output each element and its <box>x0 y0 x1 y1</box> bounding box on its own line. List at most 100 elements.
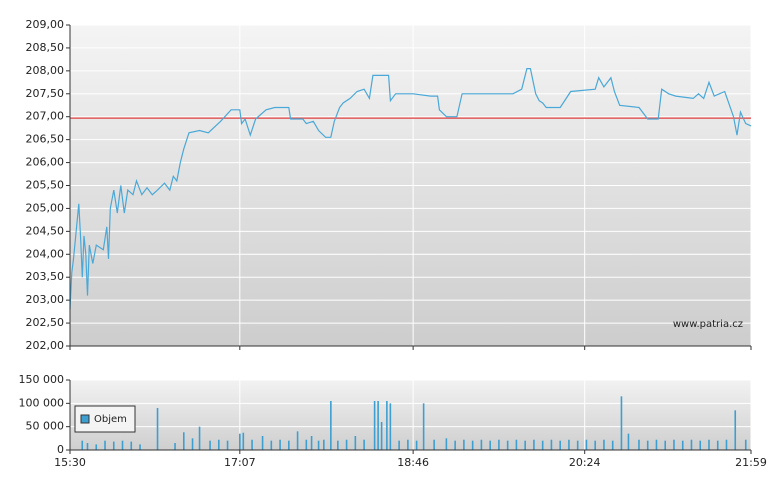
y-tick-label: 208,50 <box>26 41 65 54</box>
y-tick-label: 0 <box>57 443 64 456</box>
volume-bar <box>305 439 308 450</box>
volume-bar <box>104 440 106 450</box>
volume-bar <box>445 438 448 450</box>
volume-bar <box>81 440 84 450</box>
volume-bar <box>463 439 465 450</box>
volume-bar <box>611 440 614 450</box>
volume-bar <box>480 439 483 450</box>
volume-bar <box>95 444 98 450</box>
volume-bar <box>182 432 185 450</box>
y-tick-label: 205,50 <box>26 179 65 192</box>
watermark: www.patria.cz <box>673 319 743 330</box>
volume-bar <box>345 439 348 450</box>
volume-bar <box>363 439 365 450</box>
y-tick-label: 206,50 <box>26 133 65 146</box>
y-tick-label: 150 000 <box>19 373 65 386</box>
y-tick-label: 50 000 <box>26 420 65 433</box>
volume-bar <box>699 440 702 450</box>
y-tick-label: 204,00 <box>26 247 65 260</box>
volume-bar <box>524 440 526 450</box>
volume-bar <box>433 439 435 450</box>
volume-bar <box>716 440 719 450</box>
volume-bar <box>174 443 176 450</box>
volume-bar <box>389 403 392 450</box>
volume-bar <box>239 433 241 450</box>
volume-bar <box>734 410 737 450</box>
volume-bar <box>559 440 561 450</box>
x-tick-label: 20:24 <box>569 456 601 469</box>
volume-bar <box>337 440 339 450</box>
volume-bar <box>139 444 141 450</box>
volume-plot-area <box>70 380 751 450</box>
volume-bar <box>673 439 675 450</box>
volume-bar <box>603 439 605 450</box>
y-tick-label: 209,00 <box>26 18 65 31</box>
volume-bar <box>191 438 194 450</box>
volume-bar <box>112 441 115 450</box>
volume-bar <box>646 440 649 450</box>
volume-bar <box>226 440 229 450</box>
legend-swatch <box>80 414 90 424</box>
y-tick-label: 203,50 <box>26 270 65 283</box>
y-tick-label: 207,00 <box>26 110 65 123</box>
volume-bar <box>354 436 357 450</box>
volume-bar <box>386 401 388 450</box>
volume-bar <box>489 440 491 450</box>
x-tick-label: 21:59 <box>735 456 767 469</box>
volume-bar <box>310 436 313 450</box>
volume-bar <box>317 440 320 450</box>
volume-bar <box>568 439 570 450</box>
volume-bar <box>398 440 400 450</box>
volume-bar <box>515 439 518 450</box>
y-tick-label: 202,00 <box>26 339 65 352</box>
volume-bar <box>323 439 325 450</box>
y-tick-label: 203,00 <box>26 293 65 306</box>
volume-bar <box>198 426 201 450</box>
volume-bar <box>121 440 124 450</box>
y-tick-label: 205,00 <box>26 201 65 214</box>
volume-bar <box>664 440 667 450</box>
volume-bar <box>156 408 159 450</box>
volume-bar <box>533 439 535 450</box>
volume-bar <box>415 440 418 450</box>
x-tick-label: 15:30 <box>54 456 86 469</box>
legend-label: Objem <box>94 414 127 425</box>
volume-bar <box>330 401 332 450</box>
volume-bar <box>380 422 383 450</box>
volume-bar <box>681 440 684 450</box>
price-line <box>69 68 752 310</box>
volume-bar <box>270 440 273 450</box>
volume-bar <box>655 439 658 450</box>
volume-bar <box>454 440 456 450</box>
volume-bar <box>407 439 409 450</box>
volume-bar <box>627 433 630 450</box>
y-tick-label: 206,00 <box>26 156 65 169</box>
volume-bar <box>288 440 290 450</box>
x-tick-label: 17:07 <box>224 456 256 469</box>
volume-bar <box>576 440 579 450</box>
volume-bar <box>422 403 425 450</box>
volume-bar <box>471 440 474 450</box>
volume-bar <box>261 436 264 450</box>
y-tick-label: 208,00 <box>26 64 65 77</box>
volume-bar <box>506 440 509 450</box>
legend-box <box>74 405 136 433</box>
volume-bar <box>541 440 544 450</box>
volume-bar <box>620 396 623 450</box>
volume-bar <box>725 439 728 450</box>
y-tick-label: 207,50 <box>26 87 65 100</box>
volume-bar <box>296 431 299 450</box>
volume-bar <box>498 439 500 450</box>
volume-bar <box>251 439 253 450</box>
volume-bar <box>638 439 640 450</box>
volume-bar <box>708 439 710 450</box>
y-tick-label: 204,50 <box>26 224 65 237</box>
volume-bar <box>279 439 281 450</box>
volume-bar <box>209 440 211 450</box>
y-tick-label: 202,50 <box>26 316 65 329</box>
volume-bar <box>86 443 89 450</box>
volume-bar <box>373 401 376 450</box>
volume-bar <box>690 439 693 450</box>
volume-bar <box>594 440 596 450</box>
